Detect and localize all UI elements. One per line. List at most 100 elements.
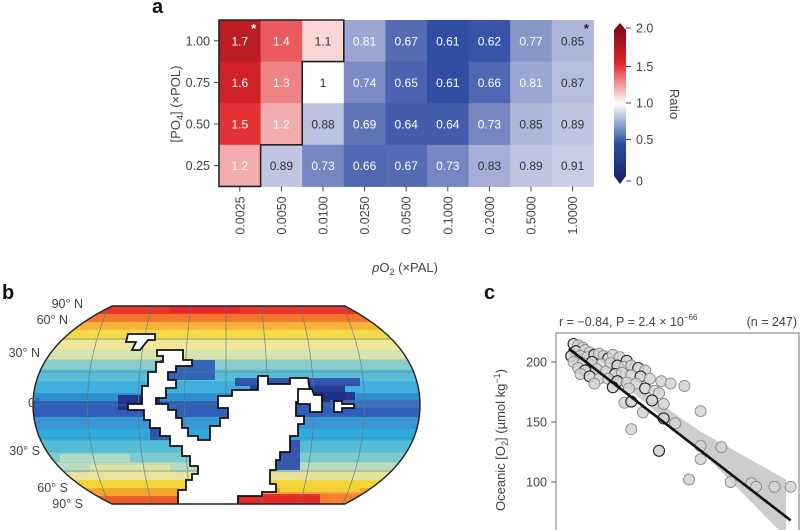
- ocean-patch: [300, 470, 400, 480]
- heatmap-cell: [427, 20, 470, 63]
- heatmap-cell-label: 0.69: [353, 118, 377, 132]
- colorbar-tick-label: 0.5: [636, 133, 653, 147]
- x-tick-label: 0.0100: [317, 196, 331, 234]
- scatter-point: [653, 387, 665, 400]
- x-tick-label: 0.0025: [233, 196, 247, 234]
- heatmap-chart: 1.7 1.4 1.1 0.81 0.67 0.61 0.62 0.77 0.85 1.6 1.3 1…: [168, 19, 682, 277]
- ocean-patch: [280, 484, 360, 492]
- scatter-n-label: (n = 247): [747, 315, 797, 329]
- panel-a-letter: a: [152, 0, 164, 18]
- heatmap-cell: [468, 103, 511, 146]
- heatmap-cell-label: 0.81: [519, 76, 543, 90]
- heatmap-cell: [260, 144, 303, 187]
- heatmap-cell-label: 0.64: [395, 118, 419, 132]
- heatmap-cell: [551, 103, 594, 146]
- heatmap-cell: [219, 103, 262, 146]
- y-tick-label: 0.75: [186, 76, 210, 90]
- continent-shape: [124, 333, 156, 351]
- heatmap-cell: [302, 20, 345, 63]
- heatmap-cell-label: 1.7: [231, 34, 248, 48]
- heatmap-cell-label: 0.83: [478, 159, 502, 173]
- y-tick-label: 0.50: [186, 118, 210, 132]
- heatmap-cell-label: 0.91: [561, 159, 585, 173]
- ocean-band: [33, 313, 420, 323]
- scatter-plot-frame: [555, 332, 800, 530]
- heatmap-cell: [551, 144, 594, 187]
- continent-shape: [297, 388, 323, 413]
- scatter-point: [625, 423, 638, 436]
- scatter-point: [694, 405, 707, 418]
- colorbar-tick-label: 2.0: [636, 22, 653, 36]
- heatmap-cell-label: 1.2: [231, 159, 248, 173]
- scatter-point: [715, 441, 728, 454]
- scatter-point: [784, 480, 797, 493]
- colorbar-label: Ratio: [667, 89, 682, 119]
- heatmap-cell-label: 0.77: [519, 34, 543, 48]
- heatmap-cell: [385, 20, 428, 63]
- heatmap-cell-label: 0.73: [478, 118, 502, 132]
- y-tick-label: 100: [526, 476, 547, 490]
- ocean-band: [33, 359, 420, 371]
- heatmap-cell-label: 1.2: [273, 118, 290, 132]
- heatmap-cell: [427, 144, 470, 187]
- heatmap-cell: [551, 20, 594, 63]
- panel-b-letter: b: [2, 282, 15, 304]
- latitude-label: 90° S: [52, 497, 83, 511]
- heatmap-cell: [551, 61, 594, 104]
- heatmap-cell: [260, 61, 303, 104]
- heatmap-cell-label: 1.6: [231, 76, 248, 90]
- heatmap-cell: [219, 144, 262, 187]
- heatmap-cell-label: 0.66: [478, 76, 502, 90]
- scatter-point: [724, 476, 737, 488]
- heatmap-cell: [219, 61, 262, 104]
- heatmap-cell-label: 0.89: [270, 159, 294, 173]
- y-tick-label: 200: [526, 356, 547, 370]
- ocean-patch: [60, 454, 130, 462]
- heatmap-cell-label: 0.89: [519, 159, 543, 173]
- y-tick-label: 0.25: [186, 159, 210, 173]
- latitude-label: 60° S: [37, 481, 68, 495]
- continent-shape: [333, 400, 355, 413]
- heatmap-cell-label: 0.73: [436, 159, 460, 173]
- heatmap-cell-label: 0.87: [561, 76, 585, 90]
- heatmap-cell: [302, 61, 345, 104]
- heatmap-cell-label: 0.89: [561, 118, 585, 132]
- ocean-band: [33, 321, 420, 331]
- x-tick-label: 1.0000: [566, 196, 580, 234]
- scatter-point: [646, 394, 659, 407]
- scatter-y-axis-label: Oceanic [O2] (µmol kg−1): [492, 369, 510, 511]
- regression-line: [568, 347, 792, 522]
- colorbar-tick-label: 0: [636, 175, 643, 189]
- heatmap-cell: [343, 20, 386, 63]
- y-tick-label: 150: [526, 416, 547, 430]
- heatmap-cell-label: 0.61: [436, 34, 460, 48]
- heatmap-cell-label: 0.74: [353, 76, 377, 90]
- heatmap-cell: [302, 103, 345, 146]
- meridian-line: [87, 306, 110, 504]
- heatmap-cell-label: 0.64: [436, 118, 460, 132]
- heatmap-cell: [343, 103, 386, 146]
- heatmap-cell: [427, 103, 470, 146]
- heatmap-cell: [510, 20, 553, 63]
- ocean-band: [33, 349, 420, 361]
- heatmap-cell: [510, 61, 553, 104]
- ocean-band: [33, 408, 420, 418]
- heatmap-cell: [343, 61, 386, 104]
- heatmap-cell: [260, 103, 303, 146]
- heatmap-cell-label: 1.5: [231, 118, 248, 132]
- heatmap-cell: [468, 61, 511, 104]
- scatter-point: [652, 444, 666, 457]
- heatmap-cell-label: 0.88: [311, 118, 335, 132]
- scatter-point: [683, 473, 695, 486]
- heatmap-cell: [427, 61, 470, 104]
- heatmap-cell-label: 0.73: [311, 159, 335, 173]
- heatmap-cell: [468, 20, 511, 63]
- x-tick-label: 0.0500: [400, 196, 414, 234]
- y-tick-label: 1.00: [186, 34, 210, 48]
- x-tick-label: 0.5000: [525, 196, 539, 234]
- heatmap-cell: [343, 144, 386, 187]
- heatmap-cell-label: 0.65: [395, 76, 419, 90]
- heatmap-cell: [468, 144, 511, 187]
- colorbar: 0 0.5 1.0 1.5 2.0 Ratio: [614, 22, 682, 189]
- heatmap-cell-label: 1.1: [315, 34, 332, 48]
